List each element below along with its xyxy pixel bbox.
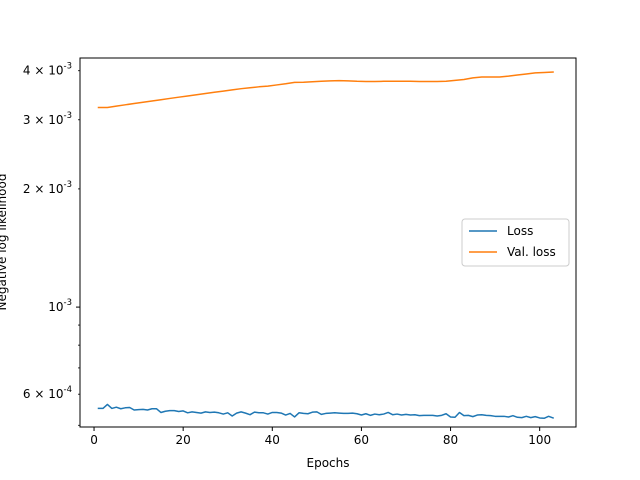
x-tick-label: 60 bbox=[354, 433, 369, 447]
x-tick-label: 100 bbox=[528, 433, 551, 447]
y-axis: 10-3 6 × 10-4 2 × 10-3 3 × 10-3 4 × 10-3 bbox=[23, 62, 80, 426]
y-tick-label: 6 × 10-4 bbox=[23, 385, 72, 401]
y-tick-label: 3 × 10-3 bbox=[23, 111, 72, 127]
legend: Loss Val. loss bbox=[461, 218, 570, 267]
y-tick-label: 2 × 10-3 bbox=[23, 180, 72, 196]
y-tick-label: 10-3 bbox=[48, 298, 72, 314]
x-axis-label: Epochs bbox=[307, 456, 350, 470]
series-line-loss bbox=[97, 403, 555, 420]
legend-label-loss: Loss bbox=[507, 224, 533, 238]
y-tick-label: 4 × 10-3 bbox=[23, 62, 72, 78]
x-axis: 0 20 40 60 80 100 bbox=[90, 427, 551, 447]
x-tick-label: 80 bbox=[443, 433, 458, 447]
series-line-val-loss bbox=[97, 71, 554, 109]
axes-frame bbox=[79, 57, 577, 428]
legend-label-val-loss: Val. loss bbox=[507, 245, 556, 259]
plot-lines bbox=[97, 71, 555, 420]
x-tick-label: 20 bbox=[176, 433, 191, 447]
x-tick-label: 40 bbox=[265, 433, 280, 447]
y-axis-label: Negative log likelihood bbox=[0, 174, 9, 311]
x-tick-label: 0 bbox=[90, 433, 98, 447]
